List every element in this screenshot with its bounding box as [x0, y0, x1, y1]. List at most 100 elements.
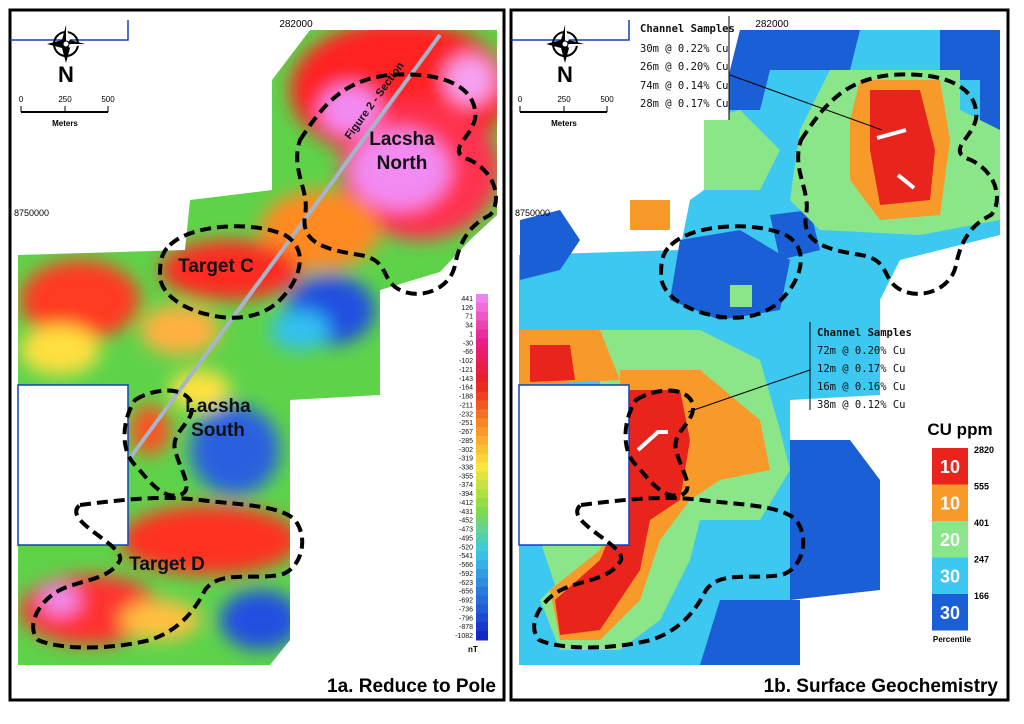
colorbar-label: -796 — [459, 615, 473, 622]
colorbar-swatch — [476, 551, 488, 561]
colorbar-swatch — [476, 533, 488, 543]
colorbar-swatch — [476, 338, 488, 348]
colorbar-swatch — [476, 435, 488, 446]
colorbar-swatch — [476, 347, 488, 357]
legend-swatch — [932, 484, 968, 521]
zone-label: Target D — [129, 554, 205, 575]
colorbar-swatch — [476, 577, 488, 588]
colorbar-label: -495 — [459, 535, 473, 542]
scale-tick: 250 — [58, 95, 72, 104]
legend-percentile: 10 — [940, 457, 960, 477]
annotation-line: 16m @ 0.16% Cu — [817, 381, 906, 393]
colorbar-label: -355 — [459, 473, 473, 480]
colorbar-swatch — [476, 409, 488, 419]
legend-threshold: 166 — [974, 591, 989, 601]
colorbar-label: -319 — [459, 456, 473, 463]
annotation-line: 26m @ 0.20% Cu — [640, 61, 729, 73]
colorbar-label: -102 — [459, 358, 473, 365]
scale-unit: Meters — [551, 119, 577, 128]
colorbar-label: -267 — [459, 429, 473, 436]
colorbar-swatch — [476, 453, 488, 464]
scale-tick: 250 — [557, 95, 571, 104]
colorbar-label: -66 — [463, 349, 473, 356]
legend-title: CU ppm — [927, 420, 992, 439]
colorbar-swatch — [476, 418, 488, 428]
colorbar-swatch — [476, 569, 488, 579]
scale-tick: 500 — [101, 95, 115, 104]
colorbar-swatch — [476, 622, 488, 632]
northing-label: 8750000 — [515, 208, 550, 218]
zone-label: Lacsha North — [369, 129, 435, 174]
colorbar-swatch — [476, 400, 488, 410]
colorbar-label: 34 — [465, 323, 473, 330]
colorbar-label: -30 — [463, 340, 473, 347]
scale-tick: 500 — [600, 95, 614, 104]
colorbar-label: -121 — [459, 367, 473, 374]
legend-swatch — [932, 521, 968, 558]
colorbar-label: -338 — [459, 465, 473, 472]
north-arrow: N — [557, 62, 573, 87]
colorbar-label: 71 — [465, 314, 473, 321]
colorbar-swatch — [476, 311, 488, 322]
colorbar-label: -656 — [459, 589, 473, 596]
annotation-box — [633, 16, 729, 120]
colorbar-label: -473 — [459, 527, 473, 534]
colorbar-label: -302 — [459, 447, 473, 454]
colorbar-swatch — [476, 294, 488, 304]
legend-threshold: 247 — [974, 555, 989, 565]
colorbar-swatch — [476, 462, 488, 472]
colorbar-swatch — [476, 444, 488, 455]
panel-a: Figure 2 - Section Lacsha North Target C … — [8, 8, 506, 702]
scale-unit: Meters — [52, 119, 78, 128]
colorbar-label: -1082 — [455, 633, 473, 640]
colorbar-swatch — [476, 631, 488, 641]
annotation-line: 28m @ 0.17% Cu — [640, 98, 729, 110]
easting-label: 282000 — [755, 19, 789, 30]
colorbar-swatch — [476, 427, 488, 437]
colorbar-swatch — [476, 320, 488, 330]
scale-tick: 0 — [518, 95, 523, 104]
colorbar-label: -188 — [459, 394, 473, 401]
colorbar-swatch — [476, 373, 488, 384]
colorbar-label: -592 — [459, 571, 473, 578]
easting-label: 282000 — [279, 19, 313, 30]
leader-line — [687, 369, 811, 413]
colorbar-swatch — [476, 356, 488, 366]
legend-percentile: 30 — [940, 567, 960, 587]
annotation-line: 30m @ 0.22% Cu — [640, 43, 729, 55]
colorbar-swatch — [476, 489, 488, 499]
panel-b: Channel Samples 30m @ 0.22% Cu 26m @ 0.2… — [509, 8, 1010, 702]
colorbar-label: -374 — [459, 482, 473, 489]
colorbar-swatch — [476, 604, 488, 614]
colorbar-swatch — [476, 364, 488, 375]
colorbar-swatch — [476, 302, 488, 313]
colorbar-swatch — [476, 595, 488, 606]
annotation-line: 12m @ 0.17% Cu — [817, 363, 906, 375]
colorbar-swatch — [476, 613, 488, 623]
colorbar-swatch — [476, 524, 488, 535]
scale-tick: 0 — [19, 95, 24, 104]
colorbar-swatch — [476, 560, 488, 570]
scale-bar: 0 250 500 Meters — [19, 95, 115, 128]
annotation-heading: Channel Samples — [640, 23, 735, 35]
legend-percentile: 20 — [940, 530, 960, 550]
colorbar-label: -623 — [459, 580, 473, 587]
north-arrow: N — [58, 62, 74, 87]
annotation-line: 74m @ 0.14% Cu — [640, 80, 729, 92]
colorbar-swatch — [476, 542, 488, 552]
geochem-grid — [511, 20, 1000, 665]
colorbar-label: -520 — [459, 544, 473, 551]
colorbar-label: -878 — [459, 624, 473, 631]
panel-title: 1a. Reduce to Pole — [327, 676, 496, 697]
colorbar-label: -232 — [459, 411, 473, 418]
colorbar-label: -452 — [459, 518, 473, 525]
legend-threshold: 555 — [974, 482, 989, 492]
colorbar-label: -566 — [459, 562, 473, 569]
colorbar-label: -164 — [459, 385, 473, 392]
colorbar-label: -143 — [459, 376, 473, 383]
annotation-line: 72m @ 0.20% Cu — [817, 345, 906, 357]
channel-traces — [636, 128, 916, 452]
legend-caption: Percentile — [933, 635, 972, 644]
colorbar-swatch — [476, 586, 488, 597]
